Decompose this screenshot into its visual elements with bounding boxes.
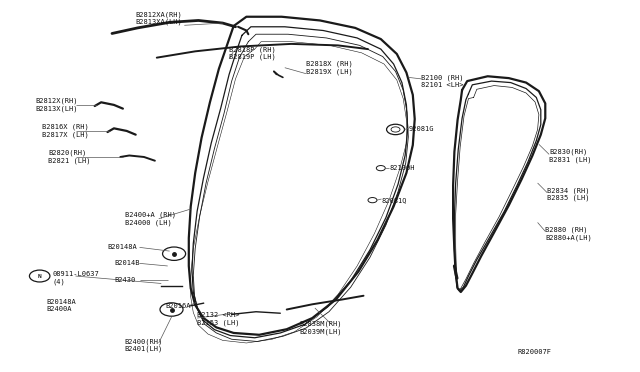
Text: B2818X (RH)
B2819X (LH): B2818X (RH) B2819X (LH) bbox=[306, 61, 353, 75]
Text: 82100H: 82100H bbox=[389, 165, 415, 171]
Text: B2100 (RH)
82101 <LH>: B2100 (RH) 82101 <LH> bbox=[421, 74, 463, 88]
Text: B2014B: B2014B bbox=[114, 260, 140, 266]
Text: B2880 (RH)
B2880+A(LH): B2880 (RH) B2880+A(LH) bbox=[545, 227, 592, 241]
Text: B2016A: B2016A bbox=[165, 303, 191, 309]
Text: B2830(RH)
B2831 (LH): B2830(RH) B2831 (LH) bbox=[549, 148, 591, 163]
Text: 82081Q: 82081Q bbox=[381, 197, 407, 203]
Text: 92081G: 92081G bbox=[408, 126, 434, 132]
Text: B20148A
B2400A: B20148A B2400A bbox=[46, 299, 76, 312]
Text: B2132 <RH>
B2153 (LH): B2132 <RH> B2153 (LH) bbox=[197, 312, 239, 326]
Text: N: N bbox=[38, 273, 42, 279]
Text: B2400(RH)
B2401(LH): B2400(RH) B2401(LH) bbox=[125, 338, 163, 352]
Text: B2816X (RH)
B2817X (LH): B2816X (RH) B2817X (LH) bbox=[42, 124, 88, 138]
Text: B2838M(RH)
B2039M(LH): B2838M(RH) B2039M(LH) bbox=[300, 321, 342, 335]
Text: B2400+A (RH)
B24000 (LH): B2400+A (RH) B24000 (LH) bbox=[125, 212, 176, 226]
Text: B20148A: B20148A bbox=[108, 244, 137, 250]
Text: 08911-L0637
(4): 08911-L0637 (4) bbox=[52, 272, 99, 285]
Text: B2430: B2430 bbox=[114, 277, 135, 283]
Text: R820007F: R820007F bbox=[518, 349, 552, 355]
Text: B2834 (RH)
B2835 (LH): B2834 (RH) B2835 (LH) bbox=[547, 187, 589, 201]
Text: B2812X(RH)
B2813X(LH): B2812X(RH) B2813X(LH) bbox=[35, 98, 77, 112]
Text: B2820(RH)
B2821 (LH): B2820(RH) B2821 (LH) bbox=[48, 150, 90, 164]
Text: B2812XA(RH)
B2813XA(LH): B2812XA(RH) B2813XA(LH) bbox=[135, 11, 182, 25]
Text: B2818P (RH)
B2819P (LH): B2818P (RH) B2819P (LH) bbox=[229, 46, 276, 60]
